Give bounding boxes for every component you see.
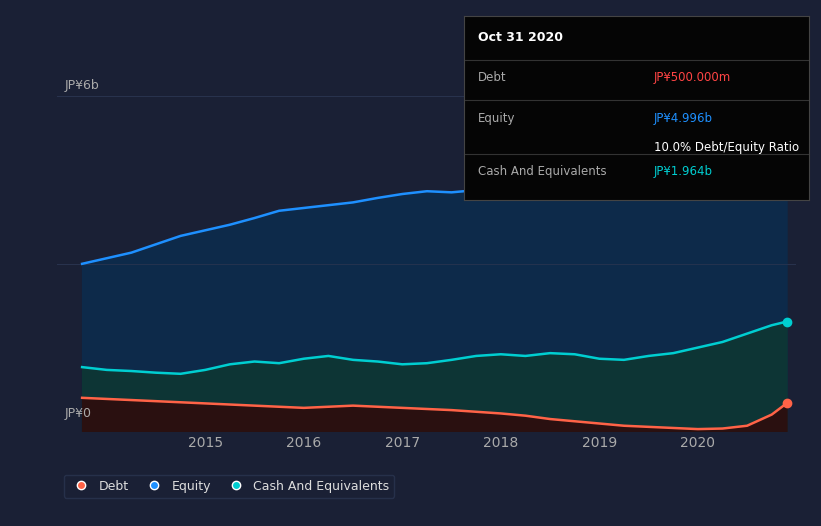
Text: Debt: Debt <box>478 71 507 84</box>
Text: Oct 31 2020: Oct 31 2020 <box>478 31 562 44</box>
Text: JP¥500.000m: JP¥500.000m <box>654 71 731 84</box>
Text: 10.0% Debt/Equity Ratio: 10.0% Debt/Equity Ratio <box>654 141 799 154</box>
Text: Equity: Equity <box>478 112 515 125</box>
Text: Cash And Equivalents: Cash And Equivalents <box>478 165 606 178</box>
Text: JP¥1.964b: JP¥1.964b <box>654 165 713 178</box>
Text: JP¥4.996b: JP¥4.996b <box>654 112 713 125</box>
Text: JP¥0: JP¥0 <box>65 408 92 420</box>
Legend: Debt, Equity, Cash And Equivalents: Debt, Equity, Cash And Equivalents <box>64 474 394 498</box>
Text: JP¥6b: JP¥6b <box>65 79 99 92</box>
